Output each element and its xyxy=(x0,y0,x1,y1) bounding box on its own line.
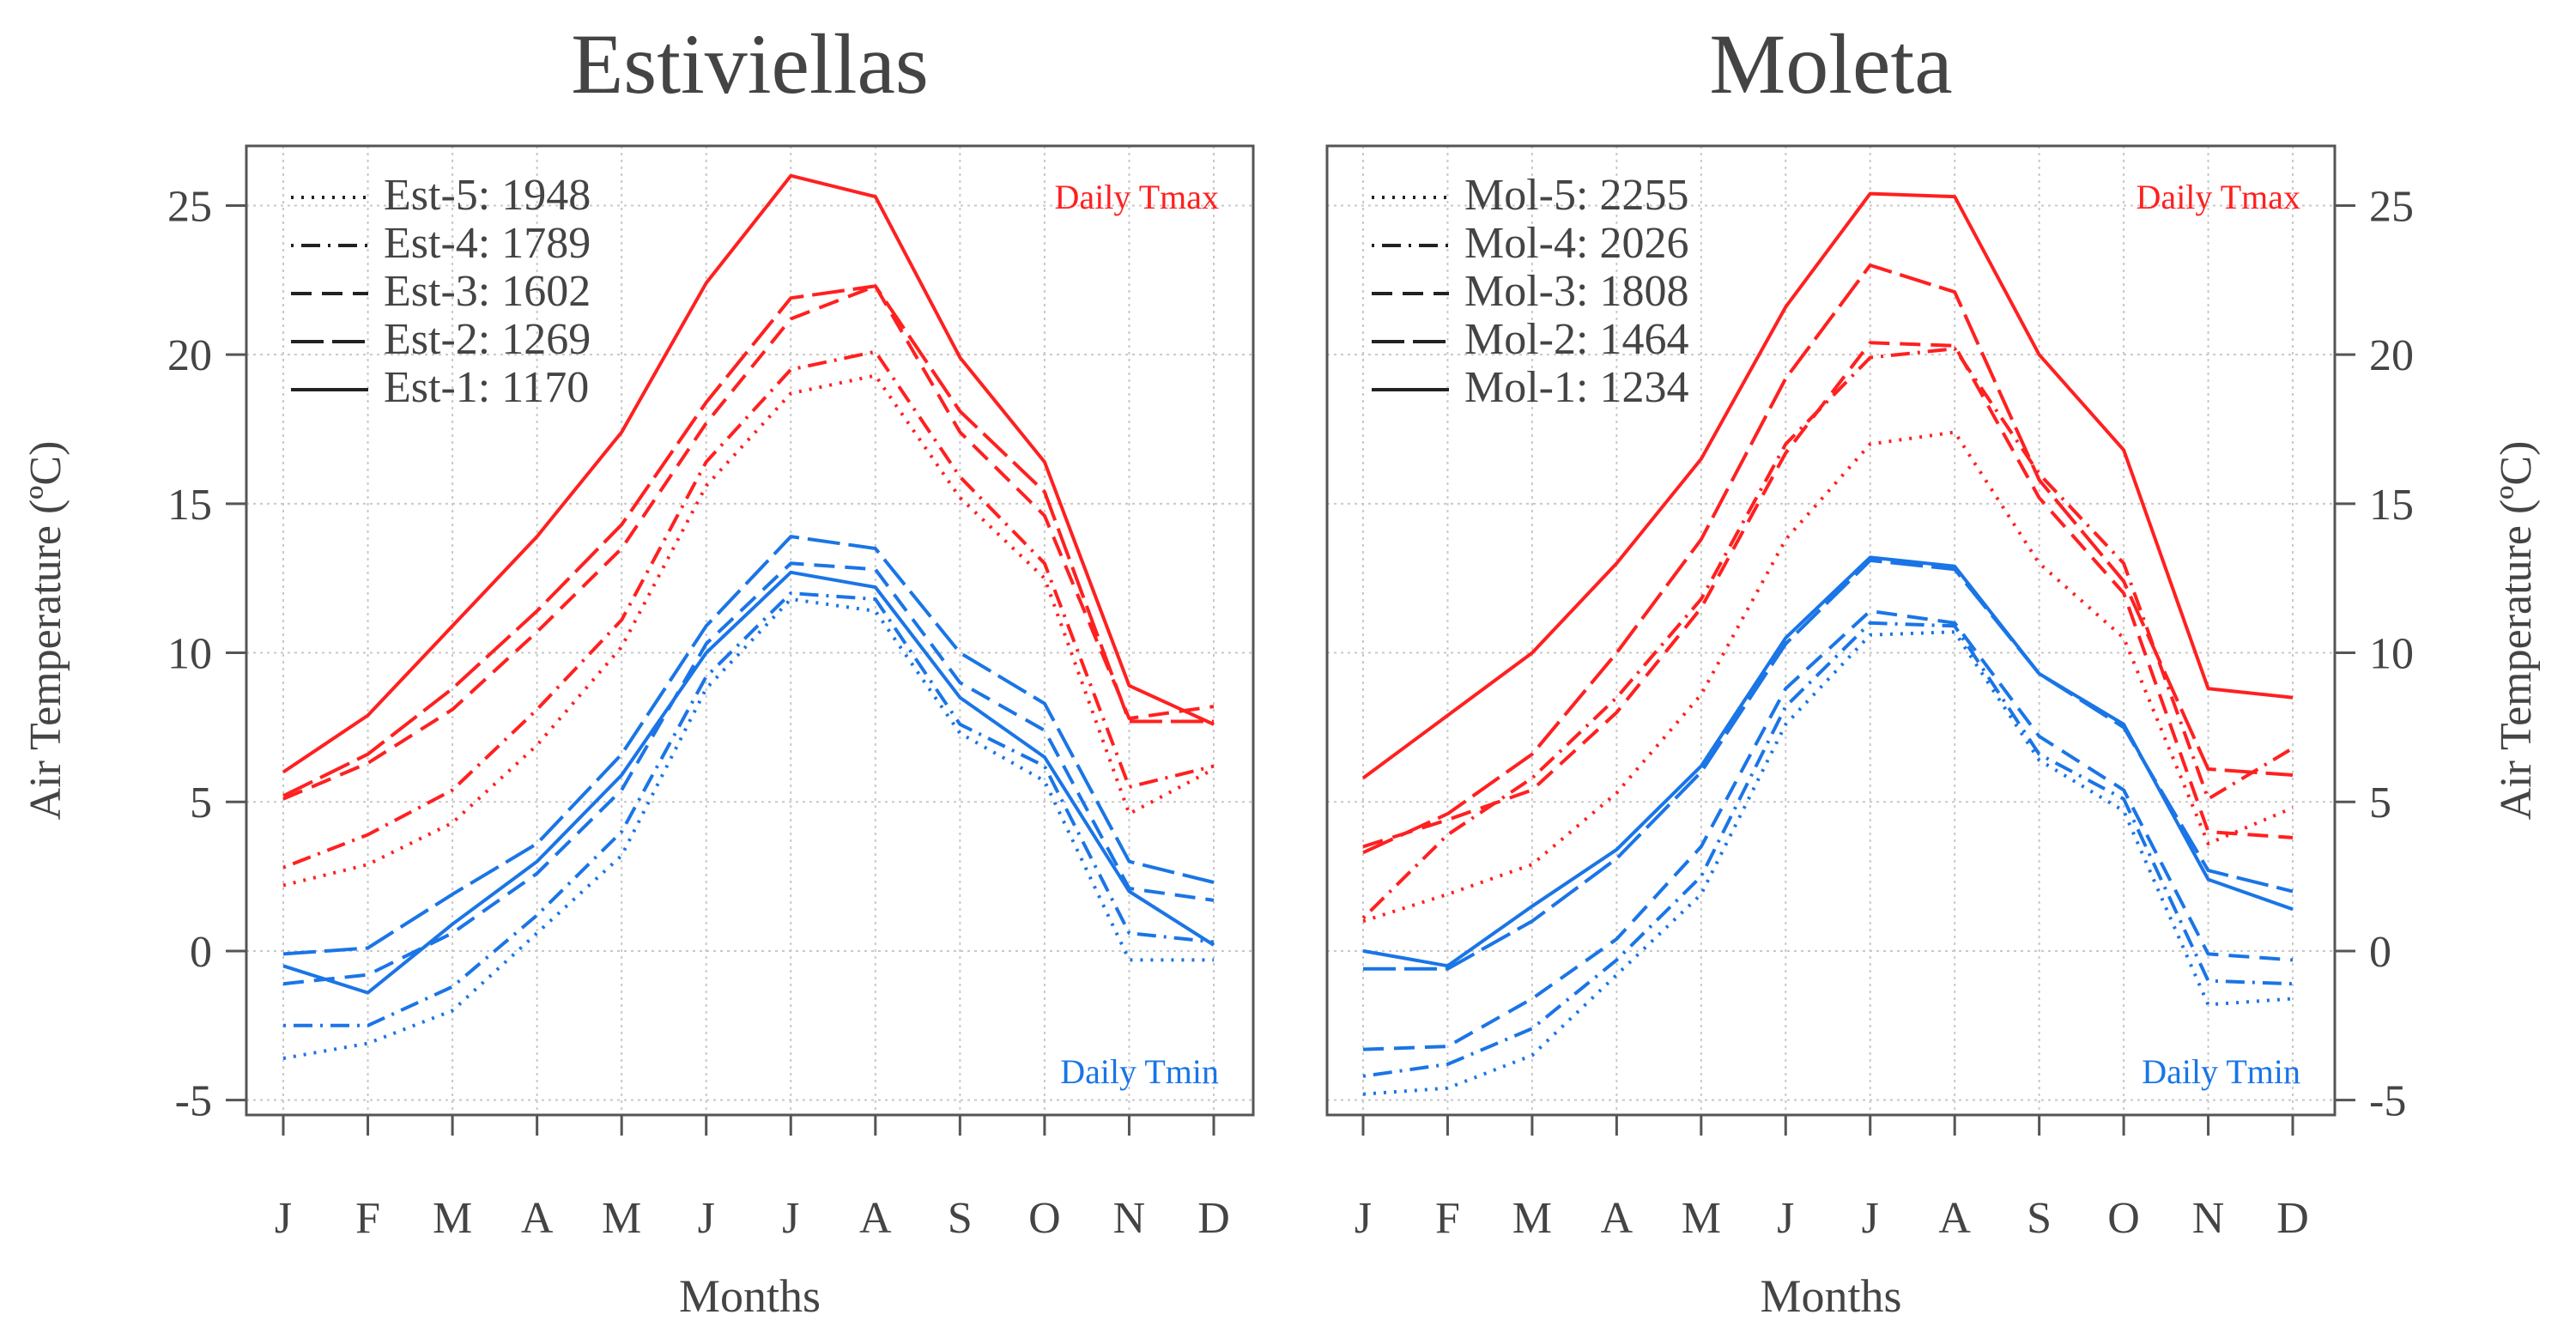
x-tick-label: D xyxy=(2276,1194,2309,1243)
series-lines xyxy=(1361,191,2294,1096)
legend-label: Est-5: 1948 xyxy=(384,171,591,220)
series-line-tmin-dotted xyxy=(282,597,1214,1060)
series-line-tmax-dotdash xyxy=(1361,347,2294,920)
x-tick-label: M xyxy=(1682,1194,1721,1243)
tmin-annotation: Daily Tmin xyxy=(2142,1052,2300,1091)
series-lines xyxy=(282,173,1215,1060)
x-tick-label: A xyxy=(1601,1194,1633,1243)
x-tick-label: J xyxy=(1862,1194,1879,1243)
series-line-tmin-dotdash xyxy=(283,591,1215,1027)
x-tick-label: J xyxy=(698,1194,715,1243)
x-tick-label: A xyxy=(859,1194,892,1243)
legend-label: Mol-1: 1234 xyxy=(1464,363,1688,412)
series-line-tmax-solid xyxy=(1361,191,2294,780)
y-tick-label: 15 xyxy=(167,481,212,530)
tmax-annotation: Daily Tmax xyxy=(1055,178,1219,216)
series-line-tmin-longdash xyxy=(1363,558,2294,971)
x-tick-label: J xyxy=(782,1194,799,1243)
y-axis-label: Air Temperature (ºC) xyxy=(2492,441,2541,821)
tmax-annotation: Daily Tmax xyxy=(2137,178,2300,216)
x-axis-label: Months xyxy=(679,1270,821,1322)
series-line-tmax-dashed xyxy=(1362,341,2294,849)
legend-label: Est-4: 1789 xyxy=(384,219,591,268)
x-tick-label: M xyxy=(1512,1194,1552,1243)
y-tick-label: 20 xyxy=(2369,331,2414,380)
series-line-tmax-longdash xyxy=(1362,264,2294,855)
legend-label: Est-3: 1602 xyxy=(384,267,591,316)
y-tick-label: 10 xyxy=(167,630,212,679)
y-tick-label: -5 xyxy=(175,1077,212,1126)
legend-label: Est-2: 1269 xyxy=(384,315,591,364)
series-line-tmax-solid xyxy=(282,173,1215,774)
chart-title: Estiviellas xyxy=(571,16,929,112)
x-tick-label: D xyxy=(1197,1194,1230,1243)
y-tick-label: 5 xyxy=(190,779,212,827)
legend-label: Est-1: 1170 xyxy=(384,363,589,412)
x-tick-label: J xyxy=(1355,1194,1372,1243)
series-line-tmin-dotted xyxy=(1362,630,2294,1096)
plot-frame xyxy=(1325,144,2337,1117)
y-tick-label: 10 xyxy=(2369,630,2414,679)
series-line-tmin-dashed xyxy=(1362,609,2294,1051)
tmin-annotation: Daily Tmin xyxy=(1060,1052,1219,1091)
legend-label: Mol-3: 1808 xyxy=(1464,267,1688,316)
series-line-tmax-dashed xyxy=(282,284,1215,801)
legend-label: Mol-2: 1464 xyxy=(1464,315,1688,364)
y-tick-label: 5 xyxy=(2369,779,2391,827)
series-line-tmax-longdash xyxy=(282,284,1214,798)
series-line-tmin-dashed xyxy=(282,561,1215,986)
x-tick-label: J xyxy=(1777,1194,1794,1243)
x-tick-label: A xyxy=(521,1194,554,1243)
x-tick-label: O xyxy=(2107,1194,2140,1243)
x-tick-label: J xyxy=(275,1194,292,1243)
y-tick-label: 25 xyxy=(167,182,212,231)
x-tick-label: A xyxy=(1938,1194,1971,1243)
x-tick-label: N xyxy=(2192,1194,2225,1243)
y-tick-label: 25 xyxy=(2369,182,2414,231)
y-tick-label: 15 xyxy=(2369,481,2414,530)
plot-frame xyxy=(245,144,1255,1117)
series-line-tmin-longdash xyxy=(282,535,1215,956)
grid xyxy=(246,146,1253,1115)
series-line-tmin-dotdash xyxy=(1362,621,2294,1078)
series-line-tmin-solid xyxy=(282,570,1215,995)
x-tick-label: N xyxy=(1113,1194,1146,1243)
legend-label: Mol-4: 2026 xyxy=(1464,219,1688,268)
series-line-tmin-solid xyxy=(1362,555,2294,968)
series-line-tmax-dotted xyxy=(282,373,1215,888)
y-tick-label: 0 xyxy=(190,928,212,977)
x-axis-label: Months xyxy=(1760,1270,1901,1322)
x-tick-label: S xyxy=(948,1194,973,1243)
x-tick-label: M xyxy=(602,1194,641,1243)
y-tick-label: 0 xyxy=(2369,928,2391,977)
x-tick-label: O xyxy=(1028,1194,1061,1243)
x-tick-label: M xyxy=(433,1194,472,1243)
series-line-tmax-dotdash xyxy=(282,349,1215,869)
x-tick-label: F xyxy=(355,1194,380,1243)
legend-label: Mol-5: 2255 xyxy=(1464,171,1688,220)
y-tick-label: 20 xyxy=(167,331,212,380)
y-tick-label: -5 xyxy=(2369,1077,2406,1126)
series-line-tmax-dotted xyxy=(1362,430,2294,924)
chart-title: Moleta xyxy=(1709,16,1952,112)
x-tick-label: S xyxy=(2027,1194,2052,1243)
y-axis-label: Air Temperature (ºC) xyxy=(21,441,70,821)
x-tick-label: F xyxy=(1435,1194,1460,1243)
